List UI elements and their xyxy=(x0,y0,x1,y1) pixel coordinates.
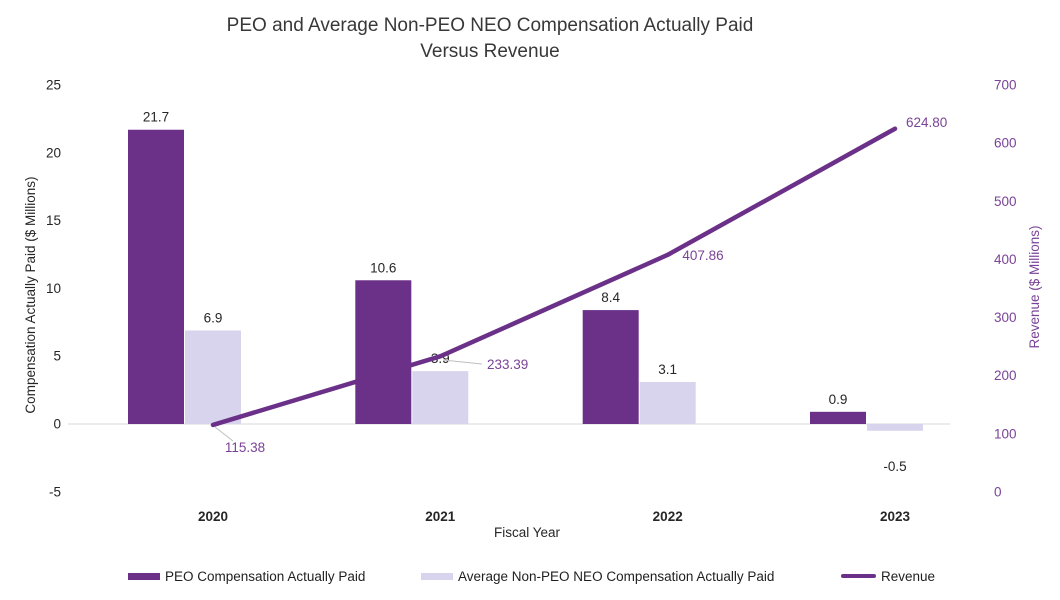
left-axis-tick: 20 xyxy=(46,145,61,160)
x-axis-title: Fiscal Year xyxy=(493,525,561,540)
revenue-value-label: 407.86 xyxy=(682,248,723,263)
bar-value-label: 10.6 xyxy=(370,260,396,275)
revenue-value-label: 115.38 xyxy=(225,440,265,455)
bar-value-label: 6.9 xyxy=(204,310,223,325)
revenue-value-label: 233.39 xyxy=(487,357,528,372)
nonpeo-bar xyxy=(185,330,241,424)
nonpeo-bar xyxy=(412,371,469,424)
peo-bar xyxy=(582,310,639,424)
chart-title-line-1: PEO and Average Non-PEO NEO Compensation… xyxy=(226,15,754,36)
plot-area: 21.710.68.40.96.93.93.1-0.5115.38233.394… xyxy=(46,78,1017,525)
left-axis-tick: 5 xyxy=(53,349,61,364)
peo-bar xyxy=(128,129,184,425)
legend-item-peo: PEO Compensation Actually Paid xyxy=(128,567,365,585)
revenue-line xyxy=(210,126,898,428)
nonpeo-bar xyxy=(867,424,923,431)
right-axis-tick: 0 xyxy=(994,485,1002,500)
peo-bar xyxy=(810,411,866,424)
left-axis-tick: 15 xyxy=(46,213,61,228)
nonpeo-bar-swatch-icon xyxy=(421,572,453,580)
bar-value-label: 3.1 xyxy=(658,362,677,377)
chart-title: PEO and Average Non-PEO NEO Compensation… xyxy=(0,13,980,65)
legend-label-nonpeo: Average Non-PEO NEO Compensation Actuall… xyxy=(458,568,775,584)
bar-value-label: 0.9 xyxy=(829,392,848,407)
legend-label-peo: PEO Compensation Actually Paid xyxy=(165,568,366,584)
year-label: 2020 xyxy=(198,509,228,524)
right-axis-tick: 100 xyxy=(994,426,1017,441)
left-axis-title: Compensation Actually Paid ($ Millions) xyxy=(23,176,38,414)
peo-bar-swatch-icon xyxy=(128,572,160,580)
label-leader-line xyxy=(214,426,234,442)
legend-label-revenue: Revenue xyxy=(881,568,936,584)
peo-bar xyxy=(355,280,412,424)
nonpeo-bar xyxy=(639,381,696,424)
bar-value-label: 8.4 xyxy=(601,290,620,305)
right-axis-tick: 200 xyxy=(994,368,1017,383)
left-axis-tick: 10 xyxy=(46,281,61,296)
revenue-value-label: 624.80 xyxy=(906,115,947,130)
legend-item-nonpeo: Average Non-PEO NEO Compensation Actuall… xyxy=(421,567,774,585)
bar-value-label: -0.5 xyxy=(883,459,906,474)
year-label: 2022 xyxy=(653,509,683,524)
revenue-line-swatch-icon xyxy=(841,573,876,579)
year-label: 2023 xyxy=(880,509,911,524)
right-axis-tick: 500 xyxy=(994,194,1017,209)
label-leader-line xyxy=(442,359,483,365)
left-axis-tick: -5 xyxy=(49,484,61,499)
right-axis-tick: 700 xyxy=(994,78,1017,93)
year-label: 2021 xyxy=(425,509,456,524)
right-axis-tick: 600 xyxy=(994,136,1017,151)
right-axis-tick: 400 xyxy=(994,252,1017,267)
chart-title-line-2: Versus Revenue xyxy=(420,41,560,62)
left-axis-tick: 0 xyxy=(53,417,61,432)
bar-value-label: 21.7 xyxy=(143,110,169,125)
right-axis-tick: 300 xyxy=(994,310,1017,325)
legend-item-revenue: Revenue xyxy=(841,567,935,585)
left-axis-tick: 25 xyxy=(46,78,61,93)
right-axis-title: Revenue ($ Millions) xyxy=(1027,225,1042,349)
